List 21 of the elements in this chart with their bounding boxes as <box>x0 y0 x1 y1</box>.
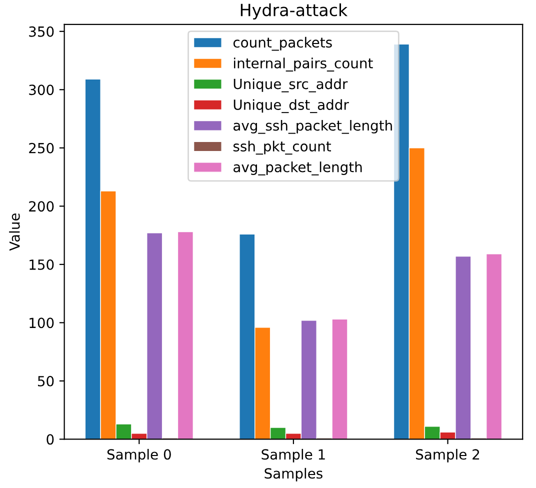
y-axis-title: Value <box>9 213 20 251</box>
legend-label: avg_ssh_packet_length <box>234 120 392 134</box>
legend-label: internal_pairs_count <box>234 58 373 72</box>
y-tick-label: 150 <box>30 259 54 270</box>
legend-label: ssh_pkt_count <box>233 140 332 155</box>
x-tick-label: Sample 1 <box>262 448 325 462</box>
legend-label: count_packets <box>233 36 332 51</box>
y-tick-label: 300 <box>29 84 54 96</box>
chart-title: Hydra-attack <box>240 3 348 20</box>
y-tick-label: 100 <box>30 318 54 328</box>
y-tick-label: 350 <box>29 26 54 37</box>
x-tick-label: Sample 0 <box>107 448 171 462</box>
legend-label: Unique_dst_addr <box>234 99 349 114</box>
legend-label: avg_packet_length <box>234 162 362 176</box>
x-tick-label: Sample 2 <box>416 448 480 462</box>
y-tick-label: 250 <box>29 142 54 154</box>
y-tick-label: 0 <box>46 434 54 445</box>
legend-label: Unique_src_addr <box>234 78 348 92</box>
y-tick-label: 50 <box>38 376 54 386</box>
x-axis-title: Samples <box>264 468 322 482</box>
y-tick-label: 200 <box>29 201 54 212</box>
